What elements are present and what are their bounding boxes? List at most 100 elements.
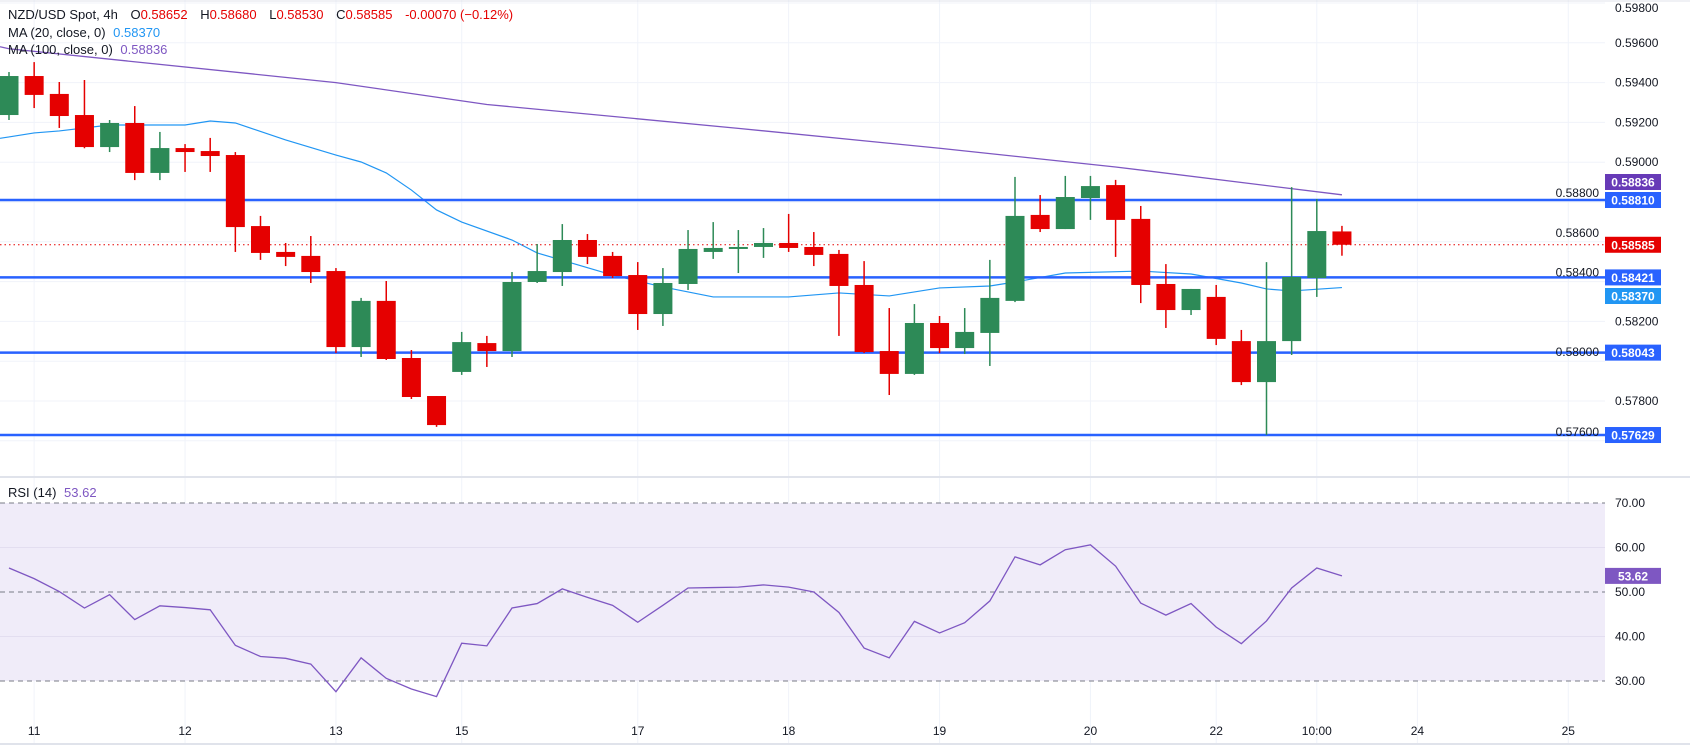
candle-body (854, 284, 874, 353)
ma-price-badge: 0.58836 (1611, 176, 1655, 190)
price-tick-label: 0.57800 (1615, 394, 1659, 408)
ma20-line (8, 120, 1342, 298)
candle-up (100, 120, 120, 153)
candle-body (728, 246, 748, 249)
candle-down (175, 144, 195, 172)
candle-down (1332, 225, 1352, 256)
rsi-value-badge: 53.62 (1618, 569, 1648, 583)
ma100-line (8, 48, 1343, 196)
candle-body (175, 148, 195, 153)
price-tick-label: 0.59400 (1615, 76, 1659, 90)
candle-body (527, 271, 547, 282)
time-tick-label: 24 (1411, 724, 1425, 738)
candle-up (1055, 175, 1075, 230)
level-price-badge-bg (1605, 427, 1661, 444)
level-price-badge-bg (1605, 269, 1661, 286)
candle-body (904, 322, 924, 374)
price-badges: 0.58810 0.58421 0.58043 0.57629 0.58836 0.583… (1605, 174, 1661, 584)
candles (0, 62, 1352, 436)
candle-down (301, 236, 321, 283)
candle-body (150, 148, 170, 173)
rsi-label: RSI (14) (8, 485, 57, 500)
candle-down (276, 242, 296, 267)
candle-body (1030, 214, 1050, 230)
candle-body (125, 122, 145, 173)
candle-down (804, 232, 824, 267)
candle-down (779, 213, 799, 252)
ma-price-badge-bg (1605, 174, 1661, 190)
candle-body (1282, 277, 1302, 342)
candle-body (251, 226, 270, 253)
rsi-tick-label: 70.00 (1615, 496, 1645, 510)
candle-up (678, 230, 698, 290)
time-tick-label: 12 (178, 724, 192, 738)
candle-down (829, 249, 849, 336)
symbol-title: NZD/USD Spot, 4h (8, 7, 118, 22)
candle-down (879, 308, 899, 396)
time-tick-label: 11 (28, 724, 41, 738)
candle-up (1181, 288, 1201, 316)
level-price-badge: 0.57629 (1611, 429, 1655, 443)
price-tick-label: 0.58600 (1556, 226, 1600, 240)
time-tick-label: 10:00 (1302, 724, 1332, 738)
candle-up (150, 131, 170, 181)
candle-body (477, 343, 497, 352)
time-tick-label: 22 (1210, 724, 1224, 738)
candle-body (955, 331, 975, 349)
rsi-line (8, 544, 1343, 698)
candle-down (854, 261, 874, 354)
price-tick-label: 0.58400 (1556, 266, 1600, 280)
time-tick-label: 19 (933, 724, 947, 738)
candle-up (351, 297, 371, 358)
candle-down (577, 234, 597, 265)
rsi-tick-label: 30.00 (1615, 674, 1645, 688)
candle-body (452, 342, 472, 372)
candle-body (1080, 186, 1100, 199)
time-tick-label: 25 (1562, 724, 1576, 738)
candle-body (779, 242, 799, 248)
high-value: 0.58680 (209, 7, 257, 22)
candle-body (100, 122, 120, 148)
candle-down (1231, 329, 1251, 386)
candle-down (251, 215, 270, 260)
candle-down (1156, 264, 1176, 328)
candle-down (477, 335, 497, 367)
time-tick-label: 17 (631, 724, 645, 738)
moving-averages (0, 46, 1343, 298)
open-label: O (130, 7, 141, 22)
candle-body (200, 151, 220, 157)
open-value: 0.58652 (140, 7, 188, 22)
candle-down (74, 80, 94, 149)
price-tick-label: 0.59200 (1615, 115, 1659, 129)
horizontal-levels[interactable] (0, 198, 1605, 437)
candle-body (754, 242, 773, 247)
candle-body (628, 275, 648, 315)
candle-up (1282, 187, 1302, 356)
candle-body (1181, 288, 1201, 311)
rsi-value-badge-bg (1605, 567, 1661, 584)
ma20-legend[interactable]: MA (20, close, 0) 0.58370 (8, 25, 160, 41)
candle-up (980, 259, 1000, 366)
candle-body (703, 247, 723, 252)
candle-body (879, 351, 899, 374)
low-label: L (269, 7, 277, 22)
ma20-line-start (0, 136, 10, 139)
candle-body (1055, 197, 1075, 230)
candle-up (653, 268, 673, 326)
candle-body (24, 76, 44, 95)
rsi-legend[interactable]: RSI (14) 53.62 (8, 485, 97, 501)
time-tick-label: 20 (1084, 724, 1098, 738)
time-axis[interactable]: 11 12 13 15 17 18 19 20 22 10:00 24 25 (28, 724, 1575, 738)
price-tick-label: 0.58200 (1615, 314, 1659, 328)
candle-body (376, 300, 396, 360)
candle-body (980, 297, 1000, 333)
candle-body (1131, 218, 1151, 285)
symbol-legend[interactable]: NZD/USD Spot, 4h O0.58652 H0.58680 L0.58… (8, 7, 513, 23)
price-axis[interactable]: 0.59800 0.59600 0.59400 0.59200 0.59000 0.588… (1556, 1, 1659, 439)
ma100-legend[interactable]: MA (100, close, 0) 0.58836 (8, 42, 167, 58)
candle-body (552, 239, 572, 273)
candle-down (401, 350, 421, 399)
candle-down (1131, 205, 1151, 304)
candle-down (427, 396, 447, 427)
